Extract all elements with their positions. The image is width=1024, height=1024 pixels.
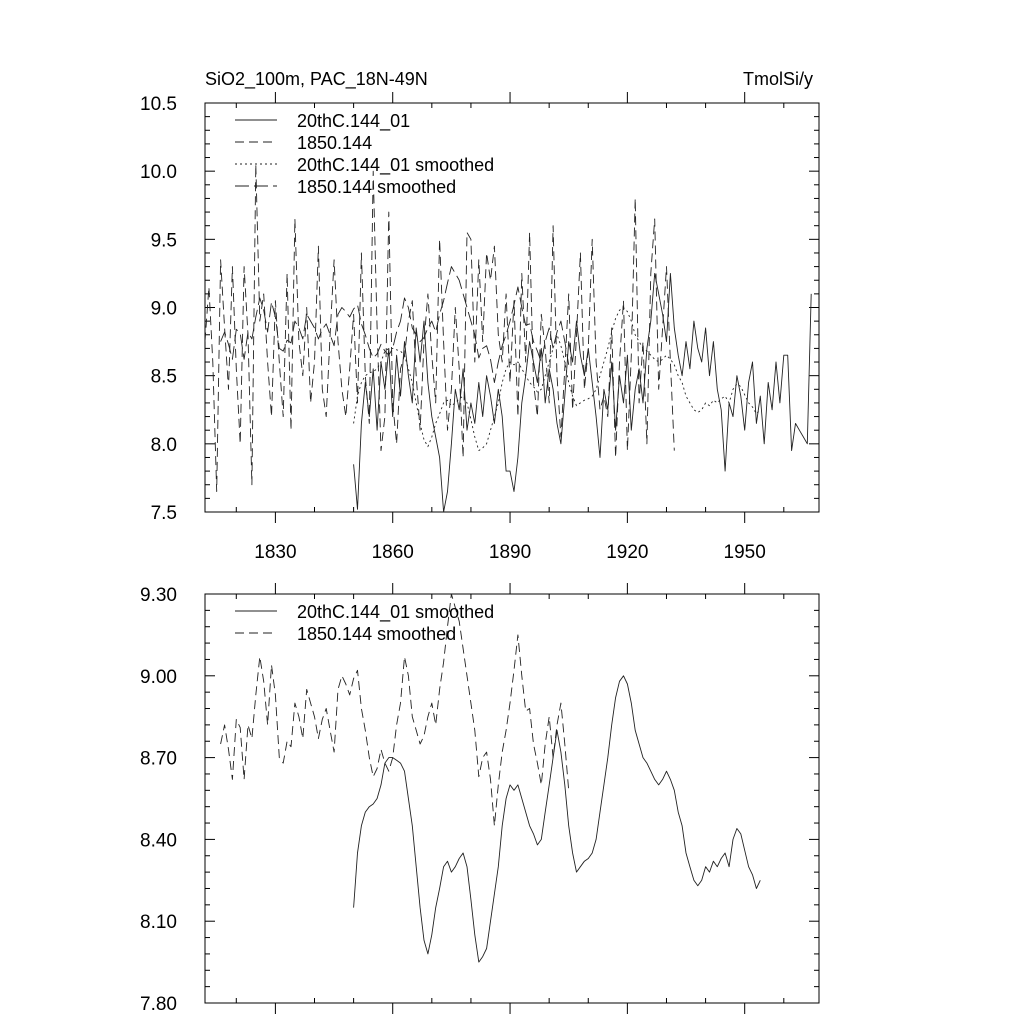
y-tick-label: 10.5: [140, 94, 177, 115]
y-tick-label: 8.0: [151, 435, 177, 456]
y-tick-label: 9.5: [151, 230, 177, 251]
legend-label-1: 1850.144: [297, 133, 372, 153]
series-line-0: [353, 272, 812, 512]
y-tick-label: 8.10: [140, 912, 177, 933]
series-group: [220, 594, 761, 963]
chart-title-left: SiO2_100m, PAC_18N-49N: [205, 69, 428, 90]
x-tick-label: 1920: [606, 542, 648, 563]
series-line-2: [353, 307, 761, 452]
y-tick-label: 8.5: [151, 367, 177, 388]
chart-title-right: TmolSi/y: [743, 69, 813, 89]
legend-label-0: 20thC.144_01: [297, 111, 410, 132]
y-tick-label: 8.70: [140, 749, 177, 770]
y-tick-label: 7.5: [151, 503, 177, 524]
x-tick-label: 1860: [372, 542, 414, 563]
y-tick-label: 9.00: [140, 667, 177, 688]
x-tick-label: 1950: [724, 542, 766, 563]
y-tick-label: 8.40: [140, 830, 177, 851]
x-tick-label: 1890: [489, 542, 531, 563]
y-tick-label: 10.0: [140, 162, 177, 183]
panel-top: 7.5 8.0 8.5 9.0 9.5 10.0 10.5 1830 1860 1890 1920 1…: [140, 69, 820, 563]
panel-bottom: 7.80 8.10 8.40 8.70 9.00 9.30 20thC.144_01 smo…: [140, 583, 820, 1015]
legend-label-0: 20thC.144_01 smoothed: [297, 602, 494, 623]
y-tick-label: 9.0: [151, 299, 177, 320]
x-tick-label: 1830: [254, 542, 296, 563]
series-group: [205, 163, 812, 512]
legend-label-1: 1850.144 smoothed: [297, 624, 456, 644]
y-tick-label: 7.80: [140, 994, 177, 1015]
series-line-1: [205, 163, 675, 492]
series-line-3: [220, 266, 570, 383]
legend-label-3: 1850.144 smoothed: [297, 177, 456, 197]
y-tick-label: 9.30: [140, 585, 177, 606]
plot-frame: [204, 593, 820, 1004]
legend-label-2: 20thC.144_01 smoothed: [297, 155, 494, 176]
series-line-0: [353, 675, 761, 963]
